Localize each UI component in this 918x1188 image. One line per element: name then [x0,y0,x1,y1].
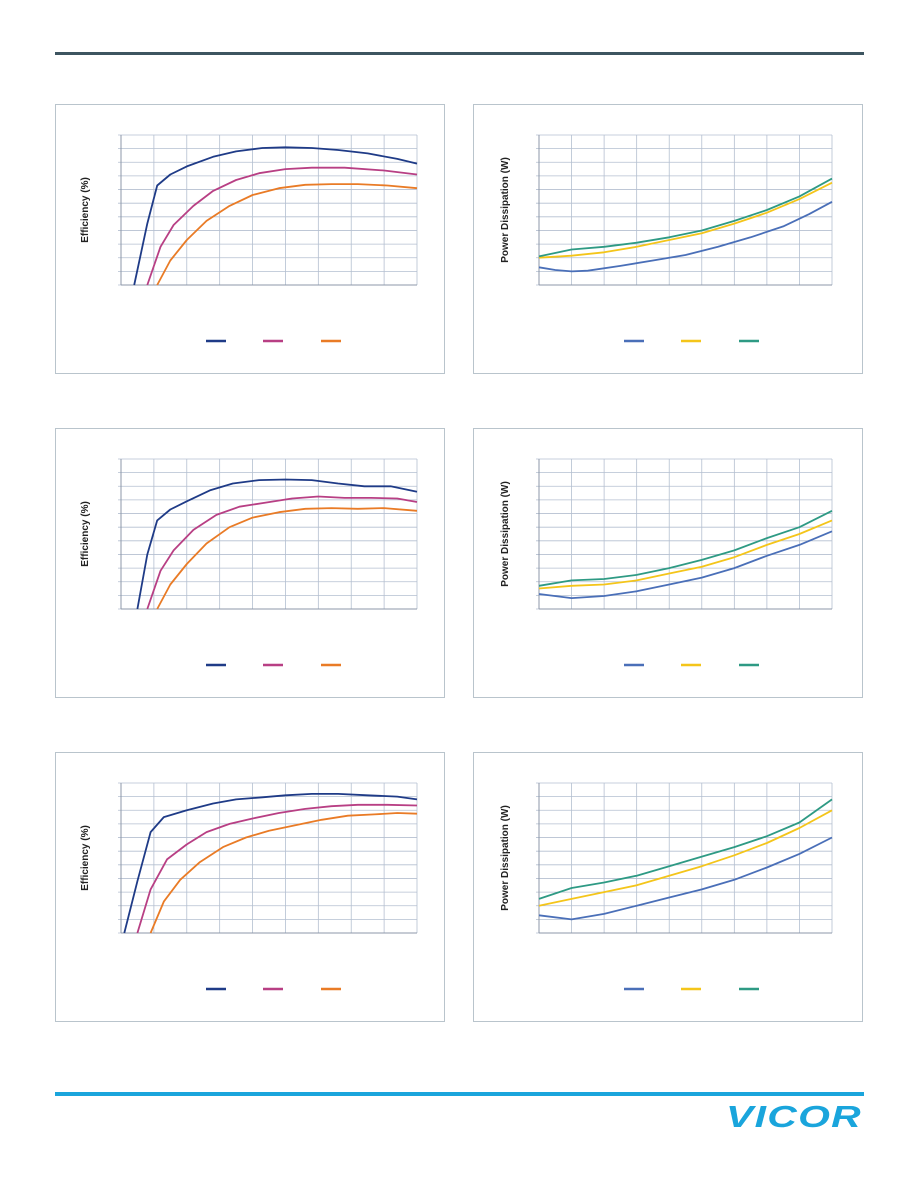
efficiency-chart-3: Efficiency (%) [55,752,445,1022]
series-line-2 [538,519,833,590]
y-axis-label: Efficiency (%) [80,825,91,891]
efficiency-chart-2: Efficiency (%) [55,428,445,698]
power-dissipation-chart-1: Power Dissipation (W) [473,104,863,374]
vicor-logo-text: VICOR [726,1100,862,1132]
series-line-1 [538,530,833,599]
series-line-1 [538,201,833,273]
series-line-1 [123,793,418,934]
series-line-2 [146,166,418,286]
series-line-1 [133,146,418,286]
series-line-2 [146,495,418,610]
vicor-logo: VICOR [726,1100,862,1132]
y-axis-label: Power Dissipation (W) [500,481,511,587]
plot-grid [536,782,833,934]
series-line-3 [156,183,418,286]
plot-grid [118,782,418,934]
series-line-3 [156,507,418,610]
plot-grid [118,134,418,286]
plot-grid [536,458,833,610]
series-line-1 [538,836,833,921]
y-axis-label: Efficiency (%) [80,501,91,567]
series-line-3 [538,177,833,258]
plot-grid [118,458,418,610]
series-line-3 [149,812,418,934]
y-axis-label: Efficiency (%) [80,177,91,243]
top-rule [55,52,864,55]
efficiency-chart-1: Efficiency (%) [55,104,445,374]
series-line-2 [538,181,833,259]
bottom-rule [55,1092,864,1096]
power-dissipation-chart-2: Power Dissipation (W) [473,428,863,698]
series-line-1 [136,478,418,610]
power-dissipation-chart-3: Power Dissipation (W) [473,752,863,1022]
series-line-2 [136,803,418,934]
y-axis-label: Power Dissipation (W) [500,157,511,263]
y-axis-label: Power Dissipation (W) [500,805,511,911]
plot-grid [536,134,833,286]
series-line-3 [538,509,833,587]
series-line-3 [538,798,833,900]
series-line-2 [538,809,833,907]
